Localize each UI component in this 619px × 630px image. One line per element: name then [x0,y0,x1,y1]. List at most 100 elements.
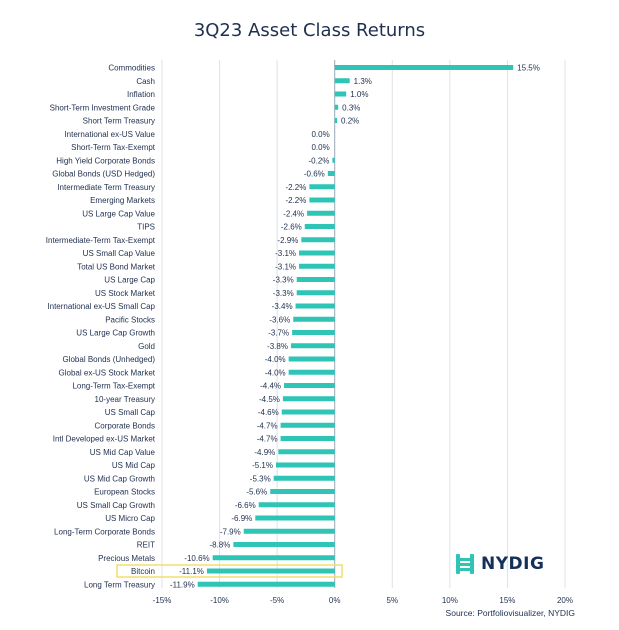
value-label: -11.9% [170,580,195,589]
value-label: 15.5% [517,64,540,73]
category-label: Long-Term Tax-Exempt [72,382,155,391]
value-label: -3.3% [273,276,294,285]
highlight-box-bitcoin [116,564,343,578]
bar-0 [334,65,514,70]
bar-16 [296,277,335,282]
bar-20 [292,330,335,335]
bar-2 [334,91,347,97]
category-label: Pacific Stocks [105,315,155,324]
category-label: US Stock Market [95,289,156,298]
source-note: Source: Portfoliovisualizer, NYDIG [445,608,575,618]
nydig-logo: NYDIG [455,553,544,575]
value-label: -5.1% [252,461,273,470]
category-label: Inflation [127,90,155,99]
category-label: Intermediate-Term Tax-Exempt [46,236,156,245]
bar-7 [332,157,335,163]
bar-29 [278,449,335,455]
gridlines [161,60,566,588]
bar-15 [299,263,335,269]
category-label: US Mid Cap [112,461,156,470]
x-tick-label: 20% [557,596,573,605]
x-tick-label: 5% [387,596,399,605]
bar-39 [197,581,335,587]
bar-22 [288,356,335,362]
x-tick-label: 15% [499,596,515,605]
bar-8 [327,171,335,176]
category-label: European Stocks [94,488,155,497]
chart-title: 3Q23 Asset Class Returns [193,20,426,41]
bar-19 [293,316,335,322]
category-label: Emerging Markets [90,196,155,205]
value-label: -6.6% [235,501,256,510]
category-label: US Large Cap Value [82,209,155,218]
value-label: -5.3% [250,474,271,483]
category-label: Commodities [108,64,155,73]
bar-32 [270,489,335,494]
category-label: US Small Cap Value [83,249,156,258]
bar-37 [212,555,335,561]
category-label: Short-Term Investment Grade [50,103,156,112]
value-label: -2.4% [283,209,304,218]
category-label: International ex-US Small Cap [47,302,155,311]
value-label: -10.6% [184,554,209,563]
category-label: Intl Developed ex-US Market [53,435,156,444]
bar-38 [206,568,335,574]
category-label: US Large Cap Growth [76,329,155,338]
bar-3 [334,104,339,110]
value-label: -4.0% [265,355,286,364]
x-tick-label: 10% [442,596,458,605]
value-label: -2.2% [285,183,306,192]
x-axis-ticks: -15% -10% -5% 0% 5% 10% 15% 20% [153,596,573,605]
category-label: Total US Bond Market [77,262,156,271]
category-label: Gold [138,342,155,351]
bar-23 [288,369,335,375]
category-labels: Commodities Cash Inflation Short-Term Inves… [46,64,156,590]
category-label: Long-Term Corporate Bonds [54,527,155,536]
value-label: -3.3% [273,289,294,298]
bar-25 [282,396,335,402]
value-labels: 15.5% 1.3% 1.0% 0.3% 0.2% 0.0% 0.0% -0.2% -0.6% -… [170,64,540,590]
category-label: Precious Metals [98,554,155,563]
value-label: 0.2% [341,117,359,126]
category-label: Corporate Bonds [95,421,155,430]
category-label: Short-Term Tax-Exempt [71,143,156,152]
value-label: -6.9% [231,514,252,523]
category-label: Global Bonds (Unhedged) [62,355,155,364]
value-label: -4.5% [259,395,280,404]
value-label: -3.8% [267,342,288,351]
value-label: -3.1% [275,249,296,258]
bar-11 [307,210,335,216]
category-label: Cash [136,77,155,86]
bar-14 [299,250,335,256]
bar-12 [304,224,335,229]
value-label: -3.6% [269,315,290,324]
category-label: Long Term Treasury [84,580,155,589]
value-label: -3.4% [272,302,293,311]
value-label: 0.0% [311,130,329,139]
value-label: -4.7% [257,435,278,444]
category-label: Global ex-US Stock Market [59,368,156,377]
category-label: US Mid Cap Growth [84,474,155,483]
value-label: -5.6% [246,488,267,497]
value-label: -2.2% [285,196,306,205]
value-label: -2.6% [281,223,302,232]
bar-21 [290,343,335,349]
bar-17 [296,290,335,296]
bar-10 [309,197,335,203]
category-label: US Micro Cap [105,514,155,523]
bar-35 [243,528,335,534]
value-label: -4.9% [254,448,275,457]
value-label: 0.0% [311,143,329,152]
category-label: 10-year Treasury [95,395,155,404]
value-label: -11.1% [179,567,204,576]
category-label: Short Term Treasury [83,117,155,126]
value-label: -3.7% [268,329,289,338]
category-label: Bitcoin [131,567,155,576]
category-label: Intermediate Term Treasury [57,183,155,192]
category-label: TIPS [137,223,155,232]
x-tick-label: -15% [153,596,172,605]
value-label: -3.1% [275,262,296,271]
category-label: US Small Cap [105,408,156,417]
bar-9 [309,184,335,190]
value-label: -0.2% [309,156,330,165]
